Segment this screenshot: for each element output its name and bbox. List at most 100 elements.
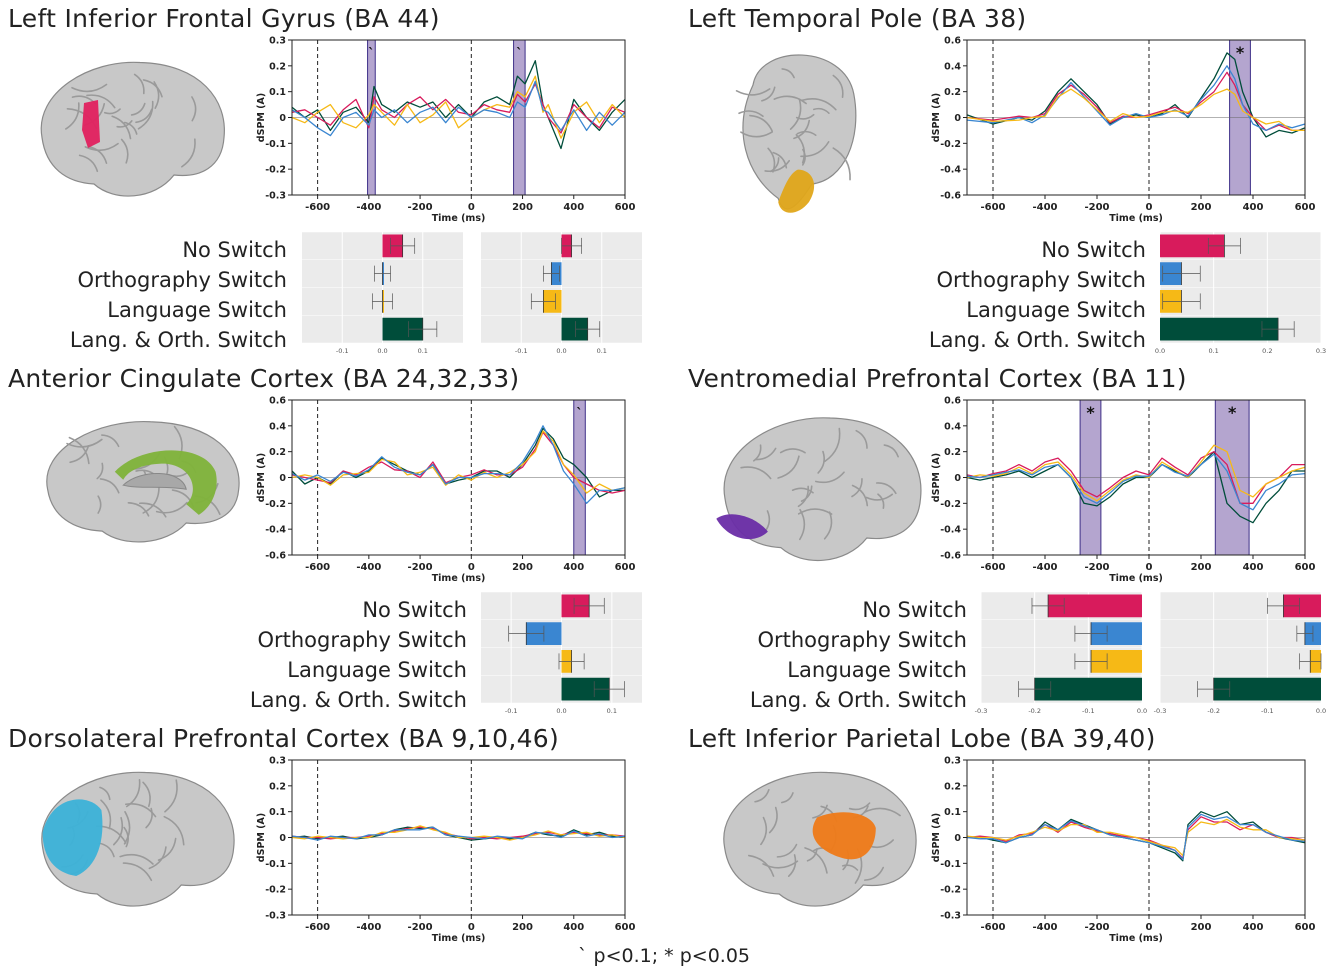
x-tick-label: 600 bbox=[615, 922, 636, 933]
region-title-ltp: Left Temporal Pole (BA 38) bbox=[688, 4, 1027, 33]
brain-sulcus bbox=[155, 501, 188, 514]
brain-sulcus bbox=[801, 98, 837, 111]
brain-sulcus bbox=[87, 145, 108, 164]
x-tick-label: 0 bbox=[1146, 562, 1153, 573]
y-tick-label: 0.6 bbox=[944, 36, 961, 47]
y-tick-label: 0.1 bbox=[269, 87, 286, 98]
y-tick-label: -0.1 bbox=[265, 139, 286, 150]
region-title-lifg: Left Inferior Frontal Gyrus (BA 44) bbox=[8, 4, 440, 33]
condition-label: No Switch bbox=[862, 598, 967, 622]
brain-sulcus bbox=[823, 511, 833, 540]
brain-sulcus bbox=[181, 138, 196, 168]
condition-label: Orthography Switch bbox=[77, 268, 287, 292]
x-axis-label: Time (ms) bbox=[1109, 933, 1163, 944]
brain-sulcus bbox=[768, 806, 778, 834]
y-tick-label: -0.4 bbox=[940, 165, 961, 176]
y-axis-label: dSPM (A) bbox=[256, 453, 267, 502]
brain-sulcus bbox=[123, 811, 131, 845]
brain-sulcus bbox=[735, 88, 771, 96]
y-tick-label: -0.2 bbox=[265, 885, 286, 896]
brain-sulcus bbox=[127, 501, 150, 517]
line-chart-lifg: ` ` -600 -400 -200 0 200 400 600 -0.3 -0.2 -0.1 0 0.1… bbox=[256, 36, 635, 225]
y-tick-label: -0.2 bbox=[940, 499, 961, 510]
y-tick-label: -0.4 bbox=[940, 525, 961, 536]
brain-sulcus bbox=[84, 142, 119, 152]
brain-roi bbox=[82, 100, 100, 148]
brain-sulcus bbox=[163, 815, 185, 846]
bar-x-tick-label: 0.1 bbox=[418, 347, 428, 355]
bar-x-tick-label: -0.1 bbox=[336, 347, 349, 355]
condition-label: Language Switch bbox=[287, 658, 467, 682]
brain-sulcus bbox=[153, 81, 160, 109]
condition-labels-vmpfc: No Switch Orthography Switch Language Sw… bbox=[700, 595, 967, 715]
brain-sulcus bbox=[797, 485, 810, 508]
brain-sulcus bbox=[157, 837, 177, 861]
x-tick-label: -200 bbox=[408, 562, 433, 573]
brain-sulcus bbox=[883, 444, 899, 458]
y-tick-label: 0 bbox=[279, 833, 286, 844]
corpus-callosum bbox=[122, 473, 187, 490]
brain-sulcus bbox=[789, 98, 802, 130]
series-line bbox=[291, 75, 626, 139]
y-tick-label: 0.3 bbox=[269, 36, 286, 47]
brain-sulcus bbox=[781, 68, 795, 79]
bar-x-tick-label: 0.0 bbox=[377, 347, 387, 355]
brain-sulcus bbox=[740, 131, 774, 138]
x-tick-label: 600 bbox=[1295, 202, 1316, 213]
brain-sulcus bbox=[113, 816, 124, 846]
brain-sulcus bbox=[817, 450, 825, 474]
condition-label: No Switch bbox=[1041, 238, 1146, 262]
line-chart-ltp: * -600 -400 -200 0 200 400 600 -0.6 -0.4 -0.2 0 0.2 0… bbox=[931, 36, 1316, 225]
x-tick-label: 0 bbox=[468, 202, 475, 213]
region-title-dlpfc: Dorsolateral Prefrontal Cortex (BA 9,10,… bbox=[8, 724, 560, 753]
series-line bbox=[966, 813, 1306, 861]
brain-lipl-image bbox=[723, 771, 917, 907]
y-tick-label: -0.3 bbox=[265, 911, 286, 922]
bar-x-tick-label: -0.2 bbox=[1028, 707, 1041, 715]
condition-label: Lang. & Orth. Switch bbox=[69, 328, 287, 352]
x-tick-label: -200 bbox=[408, 202, 433, 213]
bar bbox=[1091, 622, 1142, 646]
region-title-lipl: Left Inferior Parietal Lobe (BA 39,40) bbox=[688, 724, 1156, 753]
brain-sulcus bbox=[123, 121, 138, 135]
y-tick-label: -0.1 bbox=[940, 859, 961, 870]
series-line bbox=[291, 80, 626, 137]
x-tick-label: 600 bbox=[615, 562, 636, 573]
y-tick-label: -0.2 bbox=[265, 499, 286, 510]
significance-mark: * bbox=[1086, 403, 1095, 422]
brain-sulcus bbox=[779, 448, 806, 454]
x-tick-label: -400 bbox=[1032, 202, 1057, 213]
line-chart-acc: ` -600 -400 -200 0 200 400 600 -0.6 -0.4 -0.2 0 0.2 0… bbox=[256, 396, 636, 585]
brain-sulcus bbox=[137, 100, 154, 130]
series-line bbox=[966, 71, 1305, 132]
y-tick-label: 0.3 bbox=[944, 756, 961, 767]
brain-sulcus bbox=[875, 482, 897, 495]
brain-sulcus bbox=[138, 502, 167, 518]
brain-sulcus bbox=[863, 807, 901, 817]
series-line bbox=[966, 818, 1306, 857]
bar bbox=[1034, 677, 1142, 701]
y-tick-label: 0.4 bbox=[269, 421, 286, 432]
brain-sulcus bbox=[851, 484, 869, 507]
condition-label: Orthography Switch bbox=[257, 628, 467, 652]
brain-shape bbox=[735, 54, 857, 213]
brain-sulcus bbox=[868, 839, 894, 849]
y-tick-label: 0.1 bbox=[944, 807, 961, 818]
bar-x-tick-label: -0.1 bbox=[515, 347, 528, 355]
brain-sulcus bbox=[832, 74, 844, 99]
y-tick-label: 0.4 bbox=[944, 421, 961, 432]
y-tick-label: 0.2 bbox=[944, 87, 961, 98]
y-tick-label: 0.6 bbox=[269, 396, 286, 407]
brain-sulcus bbox=[863, 866, 884, 881]
y-tick-label: -0.6 bbox=[940, 551, 961, 562]
brain-sulcus bbox=[119, 853, 154, 865]
y-tick-label: -0.2 bbox=[265, 165, 286, 176]
y-tick-label: -0.1 bbox=[265, 859, 286, 870]
y-tick-label: 0.4 bbox=[944, 61, 961, 72]
brain-sulcus bbox=[772, 151, 788, 169]
brain-sulcus bbox=[66, 438, 103, 448]
line-chart-vmpfc: * * -600 -400 -200 0 200 400 600 -0.6 -0.4 -0.2 0 0.2… bbox=[931, 396, 1315, 585]
condition-label: Language Switch bbox=[966, 298, 1146, 322]
brain-sulcus bbox=[800, 485, 813, 502]
brain-sulcus bbox=[777, 455, 800, 479]
